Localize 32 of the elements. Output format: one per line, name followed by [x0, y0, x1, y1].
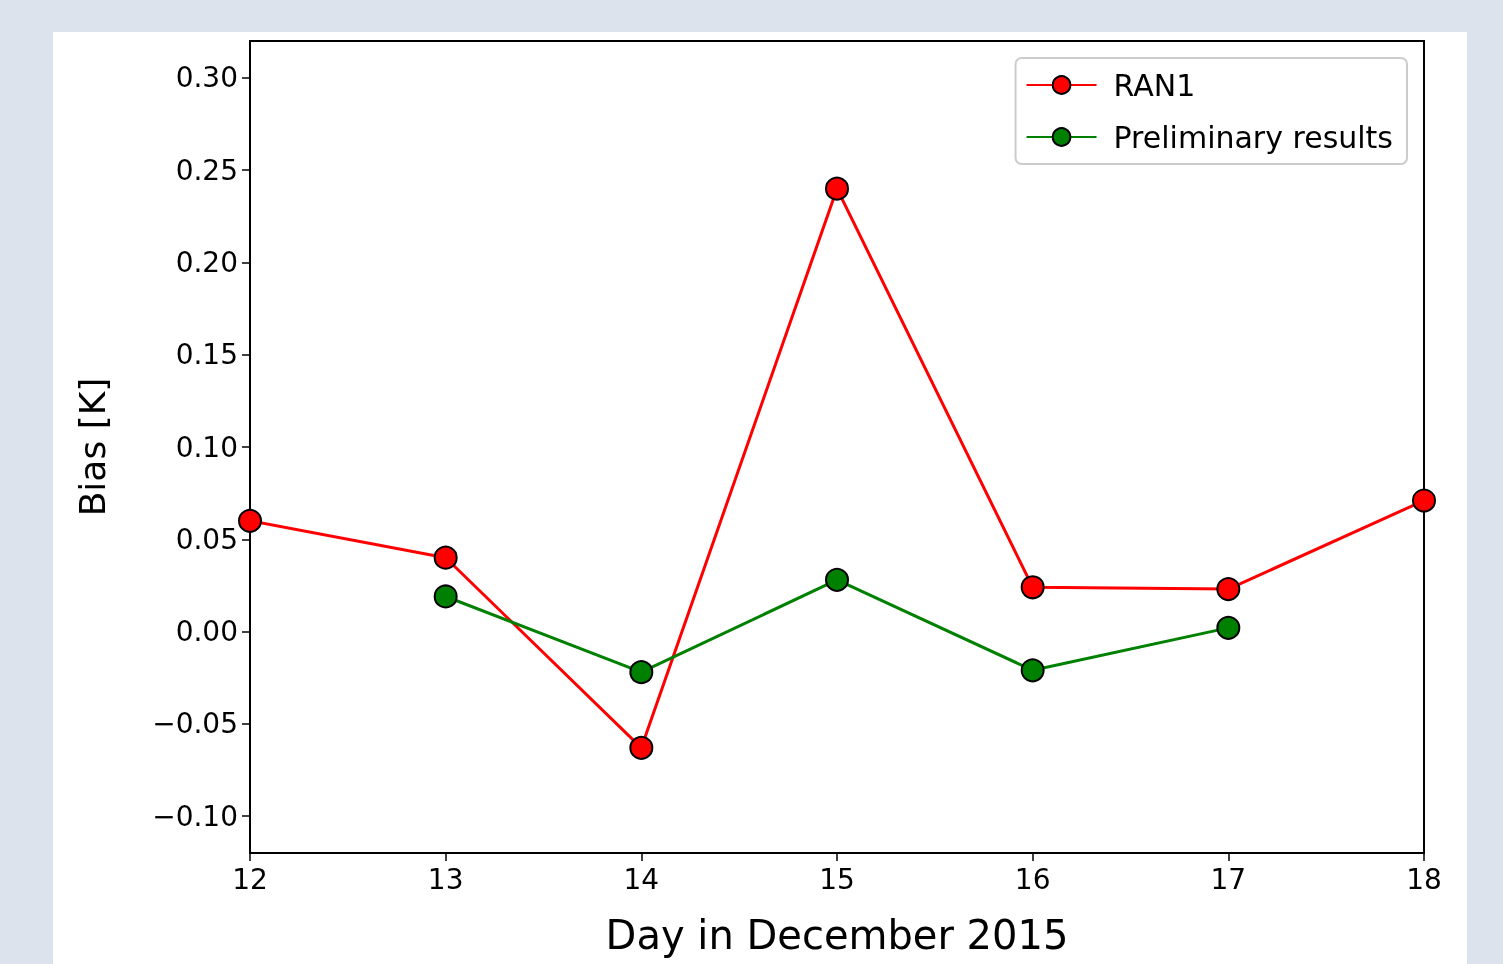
x-tick-label: 12 — [232, 862, 268, 896]
y-tick-label: 0.10 — [175, 430, 238, 464]
y-tick-label: 0.00 — [175, 615, 238, 649]
x-tick-label: 16 — [1014, 862, 1051, 896]
legend-label: RAN1 — [1113, 67, 1196, 103]
point — [1216, 577, 1241, 602]
point — [629, 660, 654, 685]
point — [433, 545, 458, 570]
x-tick-label: 13 — [427, 862, 464, 896]
point — [433, 584, 458, 609]
x-tick-label: 14 — [623, 862, 660, 896]
point — [629, 735, 654, 760]
point — [825, 176, 849, 201]
y-tick-label: 0.15 — [175, 338, 238, 372]
x-tick-label: 17 — [1210, 862, 1247, 896]
point — [825, 567, 849, 592]
y-tick-label: 0.20 — [175, 245, 238, 279]
y-axis-title: Bias [K] — [71, 377, 113, 517]
point — [1216, 615, 1241, 640]
y-tick-label: 0.05 — [175, 522, 238, 556]
point — [1412, 488, 1436, 513]
legend-label: Preliminary results — [1113, 119, 1393, 155]
point — [238, 508, 262, 533]
point — [1020, 658, 1045, 683]
x-tick-label: 15 — [819, 862, 855, 896]
y-tick-label: −0.05 — [152, 707, 238, 741]
y-tick-label: −0.10 — [152, 799, 238, 833]
x-tick-label: 18 — [1406, 862, 1442, 896]
x-axis-title: Day in December 2015 — [605, 912, 1069, 958]
point — [1020, 575, 1045, 600]
y-tick-label: 0.25 — [175, 153, 238, 187]
y-tick-label: 0.30 — [175, 61, 238, 95]
